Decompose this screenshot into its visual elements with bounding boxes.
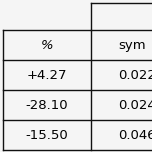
Text: 0.024: 0.024: [118, 99, 152, 112]
Text: -15.50: -15.50: [26, 129, 69, 142]
Text: 0.022: 0.022: [118, 69, 152, 82]
Text: sym: sym: [118, 39, 145, 52]
Text: 0.046: 0.046: [118, 129, 152, 142]
Text: -28.10: -28.10: [26, 99, 68, 112]
Text: +4.27: +4.27: [27, 69, 67, 82]
Text: %: %: [41, 39, 54, 52]
